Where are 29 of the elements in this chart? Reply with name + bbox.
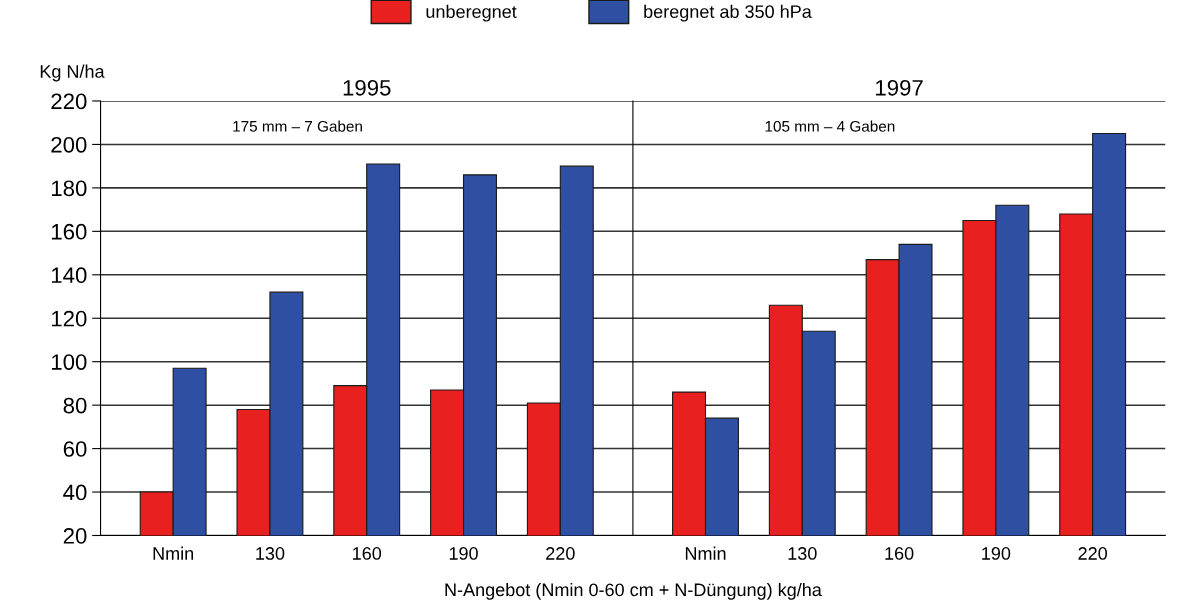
x-tick-label: 190 (449, 547, 478, 560)
x-tick-label: Nmin (685, 546, 726, 560)
x-tick-label: 130 (788, 547, 817, 560)
x-tick-label: Nmin (153, 546, 194, 560)
x-tick-label: 190 (982, 547, 1011, 560)
x-tick-label: 130 (256, 547, 285, 560)
y-tick-label: 220 (51, 93, 87, 110)
y-tick-label: 60 (63, 441, 87, 457)
annotation: 175 mm – 7 Gaben (233, 120, 362, 132)
y-tick-label: 20 (63, 528, 87, 544)
x-tick-label: 220 (1078, 547, 1108, 560)
chart-title: 1997 (876, 79, 923, 96)
x-tick-label: 160 (353, 547, 382, 560)
y-tick-label: 40 (63, 484, 87, 501)
legend-label: unberegnet (426, 4, 517, 22)
y-tick-label: 80 (63, 397, 87, 414)
y-tick-label: 140 (51, 267, 87, 284)
y-tick-label: 180 (51, 180, 87, 197)
x-tick-label: 160 (885, 547, 914, 560)
x-axis-title: N-Angebot (Nmin 0-60 cm + N-Düngung) kg/ha (445, 582, 822, 600)
x-tick-label: 220 (546, 547, 575, 560)
y-tick-label: 200 (51, 136, 87, 153)
legend-label: beregnet ab 350 hPa (644, 4, 812, 22)
y-tick-label: 120 (51, 310, 87, 327)
chart-title: 1995 (343, 79, 391, 96)
y-axis-title: Kg N/ha (40, 64, 105, 82)
y-tick-label: 100 (51, 354, 87, 370)
y-tick-label: 160 (51, 223, 87, 240)
annotation: 105 mm – 4 Gaben (765, 120, 895, 132)
